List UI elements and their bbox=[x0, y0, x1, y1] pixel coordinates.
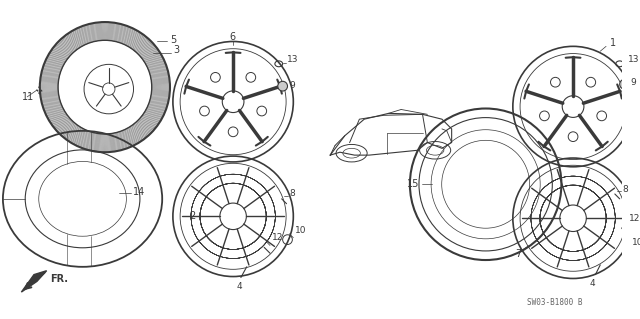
Text: 15: 15 bbox=[407, 179, 419, 189]
Text: 9: 9 bbox=[289, 81, 295, 90]
Text: SW03-B1800 B: SW03-B1800 B bbox=[527, 298, 583, 307]
Text: 10: 10 bbox=[295, 226, 307, 235]
Ellipse shape bbox=[257, 106, 267, 116]
Text: 5: 5 bbox=[170, 34, 176, 45]
Ellipse shape bbox=[228, 127, 238, 137]
Ellipse shape bbox=[200, 106, 209, 116]
Ellipse shape bbox=[586, 77, 596, 87]
Ellipse shape bbox=[278, 81, 287, 91]
Text: 4: 4 bbox=[589, 279, 595, 288]
Text: 13: 13 bbox=[628, 56, 640, 64]
Text: 6: 6 bbox=[229, 32, 236, 42]
Text: 2: 2 bbox=[189, 211, 196, 221]
Text: 8: 8 bbox=[289, 189, 295, 198]
Ellipse shape bbox=[540, 111, 549, 121]
Ellipse shape bbox=[568, 132, 578, 142]
Text: FR.: FR. bbox=[51, 274, 68, 285]
Text: 13: 13 bbox=[287, 56, 298, 64]
Text: 7: 7 bbox=[515, 249, 521, 259]
Text: 4: 4 bbox=[236, 282, 242, 291]
Text: 1: 1 bbox=[610, 38, 616, 48]
Ellipse shape bbox=[620, 79, 629, 89]
Text: 12: 12 bbox=[272, 233, 284, 242]
Text: 10: 10 bbox=[632, 238, 640, 247]
Polygon shape bbox=[21, 271, 47, 292]
Ellipse shape bbox=[550, 77, 560, 87]
Text: 8: 8 bbox=[623, 185, 628, 194]
Ellipse shape bbox=[597, 111, 607, 121]
Ellipse shape bbox=[211, 72, 220, 82]
Text: 14: 14 bbox=[133, 187, 145, 197]
Text: 12: 12 bbox=[629, 214, 640, 223]
Text: 11: 11 bbox=[22, 92, 35, 102]
Ellipse shape bbox=[246, 72, 255, 82]
Text: 9: 9 bbox=[630, 78, 636, 87]
Text: 3: 3 bbox=[173, 45, 179, 55]
